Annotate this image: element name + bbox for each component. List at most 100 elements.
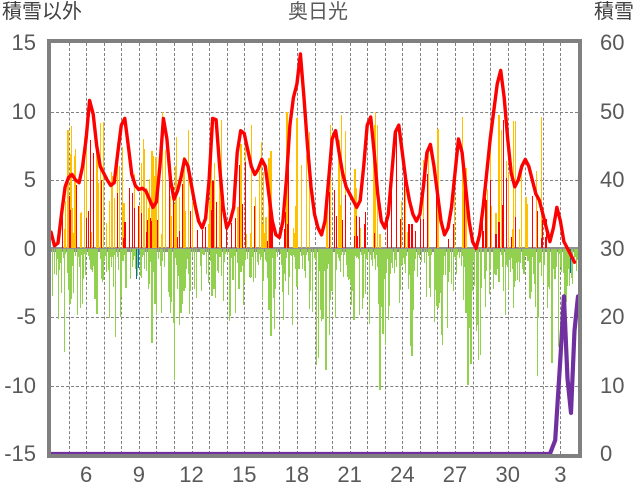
green-bar [116, 248, 118, 257]
green-bar [430, 248, 432, 255]
green-bar [288, 248, 290, 278]
green-bar [233, 248, 235, 257]
green-bar [483, 248, 486, 280]
green-bar [234, 248, 236, 313]
green-bar [304, 248, 306, 271]
green-bar [371, 248, 373, 266]
green-bar [78, 248, 80, 257]
green-bar [364, 248, 366, 255]
green-bar [415, 248, 417, 259]
red-bar [151, 221, 153, 249]
green-bar [257, 248, 259, 265]
green-bar [444, 248, 446, 256]
red-bar [129, 188, 131, 249]
sunshine-bar [355, 188, 357, 249]
green-bar [179, 248, 181, 273]
green-bar [332, 248, 334, 292]
green-bar [345, 248, 347, 265]
sunshine-bar [170, 215, 172, 249]
red-bar [272, 227, 274, 249]
green-bar [484, 248, 486, 307]
green-bar [403, 248, 405, 265]
green-bar [154, 248, 156, 304]
green-bar [164, 248, 166, 267]
red-bar [134, 207, 136, 249]
green-bar [570, 248, 572, 278]
green-bar [236, 248, 238, 255]
green-bar [567, 248, 570, 269]
green-bar [252, 248, 255, 283]
green-bar [528, 248, 530, 261]
green-bar [418, 248, 420, 256]
green-bar [221, 248, 223, 276]
green-bar [438, 248, 440, 303]
green-bar [134, 248, 136, 257]
green-bar [262, 248, 264, 281]
green-bar [522, 248, 524, 270]
left-tick--15: -15 [4, 441, 36, 466]
green-bar [110, 248, 113, 268]
green-bar [361, 248, 363, 255]
sunshine-bar [106, 222, 108, 249]
green-bar [293, 248, 295, 258]
green-bar [508, 248, 511, 261]
green-bar [96, 248, 98, 314]
red-bar [242, 203, 244, 249]
green-bar [207, 248, 209, 283]
green-bar [533, 248, 535, 274]
green-bar [468, 248, 470, 294]
green-bar [305, 248, 307, 278]
green-bar [261, 248, 263, 301]
sunshine-bar [240, 144, 242, 249]
red-bar [485, 200, 487, 249]
green-bar [560, 248, 562, 268]
x-tick-30: 30 [495, 462, 520, 487]
green-bar [178, 248, 180, 326]
red-bar [230, 223, 232, 249]
sunshine-bar [121, 146, 123, 249]
sunshine-bar [210, 126, 212, 249]
green-bar [220, 248, 222, 257]
green-bar [357, 248, 359, 257]
green-bar [356, 248, 358, 259]
green-bar [274, 248, 276, 330]
green-bar [518, 248, 520, 283]
green-bar [534, 248, 536, 285]
green-bar [59, 248, 61, 264]
green-bar [501, 248, 503, 256]
sunshine-bar [261, 224, 263, 249]
green-bar [254, 248, 257, 279]
green-bar [112, 248, 115, 288]
red-bar [420, 218, 422, 249]
green-bar [217, 248, 219, 271]
sunshine-bar [113, 197, 115, 249]
green-bar [168, 248, 171, 297]
sunshine-bar [108, 200, 111, 249]
red-bar [426, 174, 429, 249]
horizontal-gridline [51, 180, 578, 181]
green-bar [531, 248, 533, 292]
green-bar [539, 248, 542, 263]
green-bar [376, 248, 378, 267]
green-bar [436, 248, 438, 287]
sunshine-bar [174, 166, 176, 249]
sunshine-bar [372, 133, 374, 249]
red-bar [387, 216, 389, 249]
red-bar [452, 223, 455, 249]
green-bar [281, 248, 284, 292]
sunshine-bar [406, 231, 408, 249]
green-bar [101, 248, 103, 280]
green-bar [445, 248, 447, 275]
red-bar [221, 199, 223, 249]
sunshine-bar [360, 227, 362, 249]
red-bar [415, 231, 417, 249]
red-bar [422, 219, 425, 249]
red-bar [489, 180, 491, 249]
green-bar [470, 248, 472, 364]
green-bar [495, 248, 497, 276]
red-bar [286, 223, 288, 249]
sunshine-bar [150, 171, 152, 249]
green-bar [573, 248, 575, 258]
right-tick-0: 0 [600, 441, 613, 466]
